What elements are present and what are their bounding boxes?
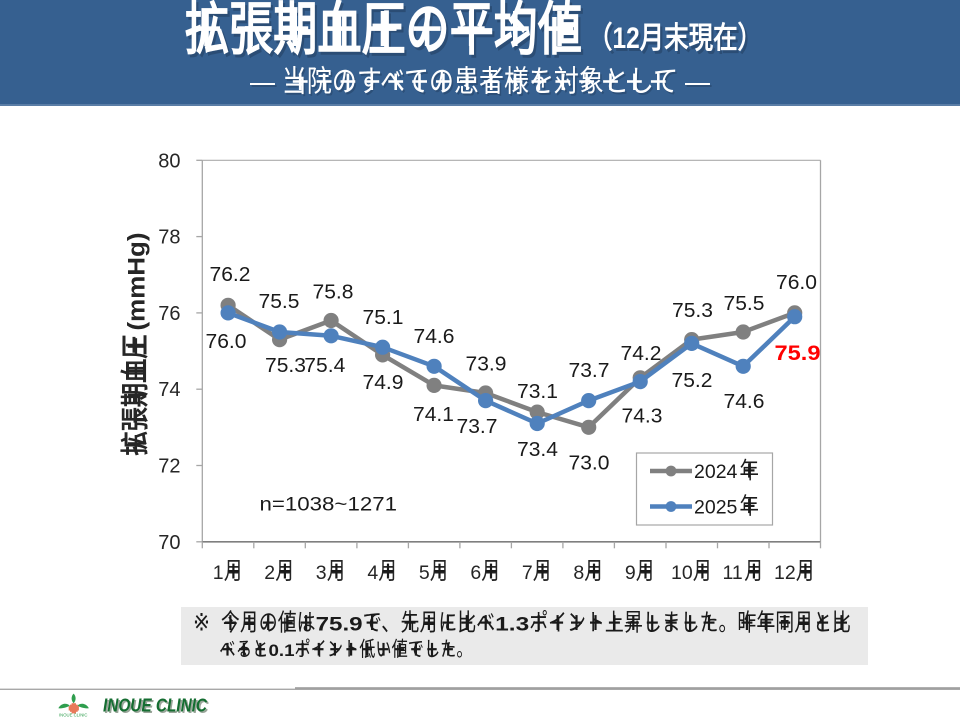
svg-text:2: 2 (264, 562, 275, 584)
svg-text:76: 76 (158, 303, 180, 325)
svg-text:70: 70 (158, 532, 180, 554)
svg-text:75.9: 75.9 (775, 342, 821, 365)
svg-text:※: ※ (193, 610, 210, 637)
svg-text:73.7: 73.7 (569, 360, 610, 382)
svg-text:75.4: 75.4 (304, 355, 345, 377)
svg-text:75.9: 75.9 (316, 614, 363, 636)
svg-text:INOUE CLINIC: INOUE CLINIC (59, 713, 88, 718)
svg-text:73.7: 73.7 (457, 416, 498, 438)
svg-text:9: 9 (625, 562, 636, 584)
svg-text:3: 3 (316, 562, 327, 584)
svg-text:12: 12 (774, 562, 796, 584)
svg-text:n=1038~1271: n=1038~1271 (260, 494, 398, 516)
svg-text:76.0: 76.0 (206, 331, 247, 353)
svg-text:74.3: 74.3 (622, 406, 663, 428)
svg-text:74.2: 74.2 (621, 343, 662, 365)
svg-text:(mmHg): (mmHg) (124, 233, 151, 331)
svg-text:75.3: 75.3 (265, 355, 306, 377)
svg-text:INOUE CLINIC: INOUE CLINIC (105, 696, 210, 717)
svg-text:75.5: 75.5 (259, 291, 300, 313)
svg-text:78: 78 (158, 227, 180, 249)
svg-text:11: 11 (723, 562, 743, 584)
svg-text:7: 7 (522, 562, 533, 584)
svg-text:75.2: 75.2 (672, 370, 713, 392)
svg-text:2025: 2025 (694, 497, 738, 519)
svg-text:76.2: 76.2 (210, 264, 251, 286)
svg-text:拡張期血圧の平均値: 拡張期血圧の平均値 (187, 0, 584, 65)
svg-text:8: 8 (573, 562, 584, 584)
svg-text:75.8: 75.8 (313, 282, 354, 304)
svg-text:75.1: 75.1 (363, 307, 404, 329)
svg-text:1: 1 (213, 562, 224, 584)
svg-text:73.1: 73.1 (517, 381, 558, 403)
svg-text:74.9: 74.9 (363, 372, 404, 394)
svg-text:74.6: 74.6 (724, 391, 765, 413)
svg-text:5: 5 (419, 562, 430, 584)
svg-text:74.6: 74.6 (414, 326, 455, 348)
svg-text:75.5: 75.5 (724, 293, 765, 315)
svg-text:74.1: 74.1 (413, 404, 454, 426)
svg-text:73.9: 73.9 (466, 354, 507, 376)
svg-text:0.1: 0.1 (269, 642, 295, 660)
svg-text:INOUE CLINIC: INOUE CLINIC (103, 695, 208, 716)
svg-text:73.4: 73.4 (517, 439, 558, 461)
svg-text:6: 6 (470, 562, 481, 584)
svg-text:76.0: 76.0 (776, 272, 817, 294)
svg-text:2024: 2024 (694, 461, 738, 483)
svg-text:（12月末現在）: （12月末現在） (590, 24, 764, 58)
svg-text:75.3: 75.3 (672, 300, 713, 322)
svg-text:72: 72 (158, 456, 180, 478)
svg-text:80: 80 (158, 150, 180, 172)
svg-text:昨年同月と比: 昨年同月と比 (737, 610, 851, 637)
svg-text:10: 10 (671, 562, 693, 584)
svg-text:74: 74 (158, 379, 180, 401)
svg-text:（12月末現在）: （12月末現在） (588, 21, 762, 55)
svg-text:73.0: 73.0 (569, 453, 610, 475)
svg-text:1.3: 1.3 (495, 614, 529, 636)
svg-text:4: 4 (367, 562, 378, 584)
